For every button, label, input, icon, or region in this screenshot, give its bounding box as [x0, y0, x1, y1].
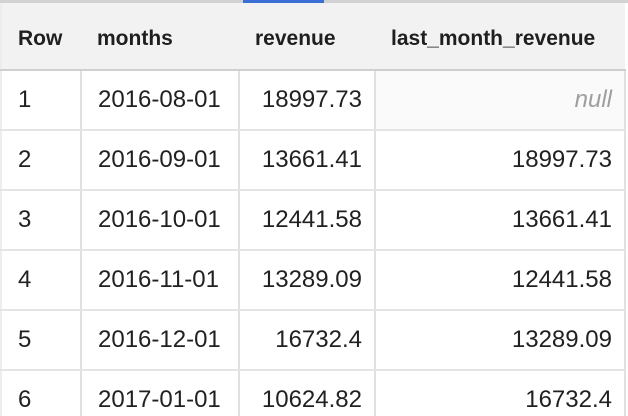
table-row: 3 2016-10-01 12441.58 13661.41: [1, 190, 626, 251]
months-cell: 2016-08-01: [81, 70, 240, 131]
row-number-cell: 6: [1, 370, 82, 416]
header-row: Row months revenue last_month_revenue: [1, 3, 625, 71]
last-month-revenue-cell: 12441.58: [375, 250, 626, 311]
row-number-cell: 5: [1, 310, 82, 371]
table-row: 4 2016-11-01 13289.09 12441.58: [1, 250, 626, 311]
months-cell: 2017-01-01: [81, 370, 240, 416]
row-number-cell: 2: [1, 130, 82, 191]
column-header-last-month-revenue: last_month_revenue: [375, 3, 625, 71]
query-results-table: Row months revenue last_month_revenue 1 …: [0, 3, 626, 416]
table-row: 6 2017-01-01 10624.82 16732.4: [1, 370, 626, 416]
revenue-cell: 13289.09: [239, 250, 376, 311]
column-header-row: Row: [1, 3, 81, 71]
horizontal-scrollbar-thumb[interactable]: [243, 0, 324, 4]
revenue-cell: 12441.58: [239, 190, 376, 251]
last-month-revenue-cell: 18997.73: [375, 130, 626, 191]
months-cell: 2016-11-01: [81, 250, 240, 311]
last-month-revenue-cell: 13289.09: [375, 310, 626, 371]
row-number-cell: 4: [1, 250, 82, 311]
revenue-cell: 13661.41: [239, 130, 376, 191]
table-row: 2 2016-09-01 13661.41 18997.73: [1, 130, 626, 191]
column-header-months: months: [81, 3, 239, 71]
months-cell: 2016-10-01: [81, 190, 240, 251]
column-header-revenue: revenue: [239, 3, 375, 71]
revenue-cell: 16732.4: [239, 310, 376, 371]
last-month-revenue-cell: 16732.4: [375, 370, 626, 416]
last-month-revenue-cell: 13661.41: [375, 190, 626, 251]
table-row: 5 2016-12-01 16732.4 13289.09: [1, 310, 626, 371]
revenue-cell: 10624.82: [239, 370, 376, 416]
months-cell: 2016-12-01: [81, 310, 240, 371]
table-row: 1 2016-08-01 18997.73 null: [1, 70, 626, 131]
months-cell: 2016-09-01: [81, 130, 240, 191]
null-value-cell: null: [375, 70, 626, 131]
row-number-cell: 3: [1, 190, 82, 251]
revenue-cell: 18997.73: [239, 70, 376, 131]
row-number-cell: 1: [1, 70, 82, 131]
